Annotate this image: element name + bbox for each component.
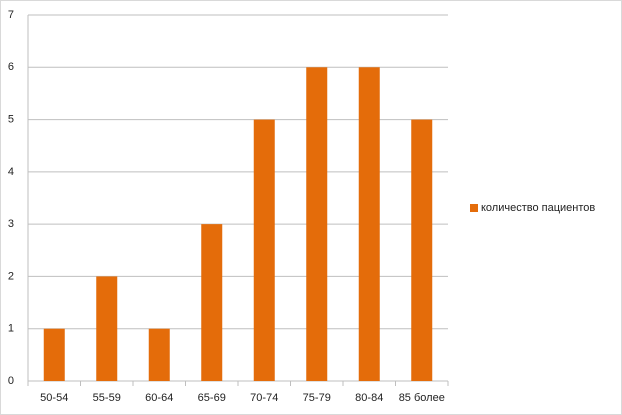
bar xyxy=(253,119,275,382)
y-tick-label: 2 xyxy=(8,270,14,282)
y-tick-label: 6 xyxy=(8,61,14,73)
y-tick-label: 7 xyxy=(8,9,14,21)
y-tick-label: 0 xyxy=(8,375,14,387)
x-tick-label: 55-59 xyxy=(93,392,121,404)
x-tick-label: 80-84 xyxy=(355,392,383,404)
legend-swatch xyxy=(470,204,478,212)
bar xyxy=(306,67,328,382)
y-tick-label: 3 xyxy=(8,218,14,230)
bar xyxy=(148,328,170,381)
legend-label: количество пациентов xyxy=(481,202,595,214)
y-tick-label: 5 xyxy=(8,113,14,125)
bar xyxy=(96,276,118,381)
x-tick-label: 85 более xyxy=(399,392,445,404)
x-tick-label: 50-54 xyxy=(40,392,68,404)
y-tick-label: 4 xyxy=(8,166,14,178)
bar xyxy=(201,224,223,381)
bar xyxy=(358,67,380,382)
y-tick-label: 1 xyxy=(8,323,14,335)
x-tick-label: 60-64 xyxy=(145,392,173,404)
bar xyxy=(43,328,65,381)
x-tick-label: 70-74 xyxy=(250,392,278,404)
x-tick-label: 65-69 xyxy=(198,392,226,404)
bar xyxy=(411,119,433,382)
x-tick-label: 75-79 xyxy=(303,392,331,404)
